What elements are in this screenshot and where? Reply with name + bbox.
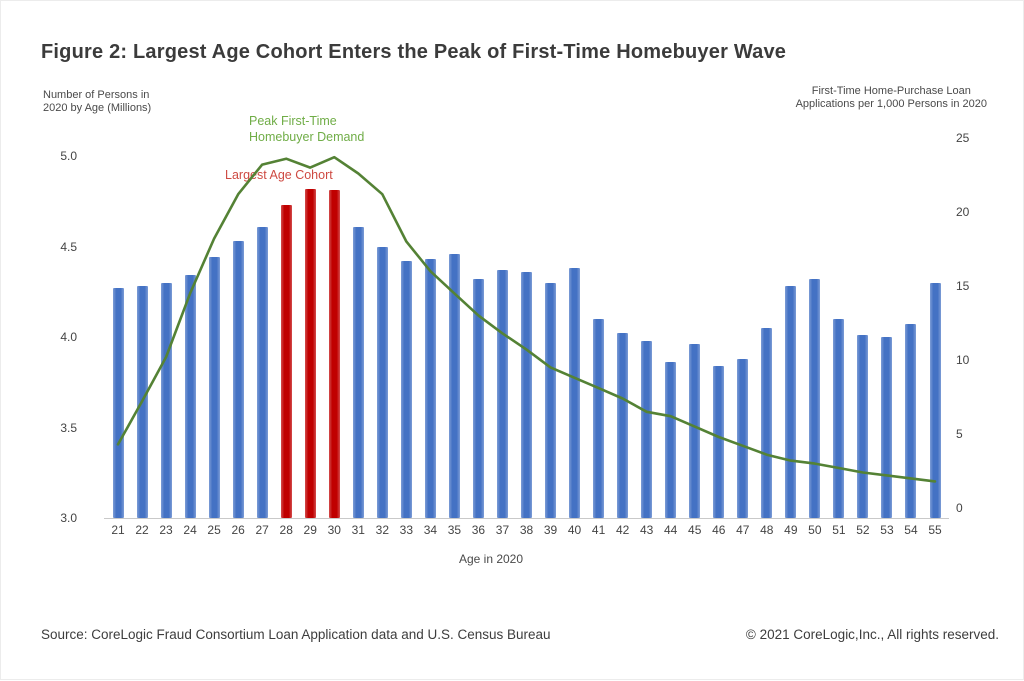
- x-axis-title: Age in 2020: [458, 552, 524, 566]
- bar-age-50: [809, 279, 821, 518]
- bar-age-54: [905, 324, 917, 518]
- bar-age-52: [857, 335, 869, 518]
- bar-age-32: [376, 246, 388, 518]
- bar-age-33: [400, 260, 412, 518]
- bar-age-30: [328, 190, 340, 518]
- x-tick-24: 24: [183, 523, 197, 537]
- x-tick-48: 48: [760, 523, 774, 537]
- bar-age-27: [256, 226, 268, 518]
- x-tick-27: 27: [255, 523, 269, 537]
- bar-age-37: [496, 270, 508, 518]
- bar-age-48: [761, 327, 773, 518]
- bar-age-22: [136, 286, 148, 518]
- x-tick-49: 49: [784, 523, 798, 537]
- x-tick-28: 28: [279, 523, 293, 537]
- left-tick-4.0: 4.0: [60, 330, 77, 344]
- x-tick-31: 31: [351, 523, 365, 537]
- x-tick-40: 40: [567, 523, 582, 537]
- x-tick-34: 34: [423, 523, 438, 537]
- x-tick-22: 22: [135, 523, 149, 537]
- x-tick-33: 33: [399, 523, 414, 537]
- left-tick-3.5: 3.5: [60, 420, 77, 435]
- bar-age-29: [304, 188, 316, 518]
- bar-age-35: [448, 253, 460, 518]
- bar-age-31: [352, 226, 364, 518]
- x-tick-45: 45: [688, 523, 702, 537]
- bar-age-55: [929, 282, 941, 518]
- right-tick-15: 15: [956, 279, 970, 293]
- x-tick-38: 38: [519, 523, 534, 537]
- bar-age-39: [545, 282, 557, 518]
- x-tick-46: 46: [712, 523, 726, 537]
- bar-age-23: [160, 282, 172, 518]
- bar-age-42: [617, 333, 629, 518]
- bar-age-43: [641, 340, 653, 518]
- x-tick-30: 30: [327, 523, 341, 537]
- bar-age-21: [112, 288, 124, 518]
- bar-age-47: [737, 358, 749, 518]
- bar-age-51: [833, 318, 845, 518]
- bar-age-36: [472, 279, 484, 518]
- left-tick-4.5: 4.5: [60, 239, 77, 254]
- x-tick-32: 32: [375, 523, 390, 537]
- bar-age-26: [232, 241, 244, 518]
- bar-age-28: [280, 204, 292, 518]
- bar-age-49: [785, 286, 797, 518]
- x-axis-baseline: [104, 518, 949, 519]
- figure-title: Figure 2: Largest Age Cohort Enters the …: [41, 41, 787, 63]
- x-tick-29: 29: [303, 523, 317, 537]
- x-tick-53: 53: [880, 523, 894, 537]
- x-tick-21: 21: [111, 523, 125, 537]
- right-tick-20: 20: [956, 205, 970, 219]
- x-tick-42: 42: [615, 523, 630, 537]
- bar-age-34: [424, 259, 436, 518]
- x-tick-55: 55: [928, 523, 942, 537]
- x-tick-25: 25: [207, 523, 221, 537]
- x-tick-43: 43: [639, 523, 654, 537]
- left-axis-title: Number of Persons in 2020 by Age (Millio…: [43, 89, 152, 114]
- x-tick-37: 37: [495, 523, 510, 537]
- bar-age-38: [521, 271, 532, 518]
- x-tick-39: 39: [543, 523, 558, 537]
- x-tick-51: 51: [832, 523, 846, 537]
- x-tick-36: 36: [471, 523, 486, 537]
- x-tick-52: 52: [856, 523, 870, 537]
- x-tick-23: 23: [159, 523, 173, 537]
- annotation-peak-demand: Peak First-Time Homebuyer Demand: [249, 114, 365, 144]
- bar-age-25: [208, 257, 220, 518]
- bar-age-45: [689, 344, 701, 518]
- right-tick-0: 0: [956, 501, 963, 515]
- x-tick-35: 35: [447, 523, 462, 537]
- right-tick-5: 5: [956, 427, 963, 441]
- bar-age-41: [593, 318, 605, 518]
- left-tick-3.0: 3.0: [60, 511, 77, 525]
- x-tick-47: 47: [736, 523, 750, 537]
- x-tick-44: 44: [664, 523, 678, 537]
- right-tick-10: 10: [956, 353, 970, 367]
- left-tick-5.0: 5.0: [60, 149, 77, 163]
- right-tick-25: 25: [956, 131, 970, 145]
- bar-age-44: [665, 362, 677, 518]
- x-tick-26: 26: [231, 523, 245, 537]
- bar-age-46: [713, 365, 725, 518]
- x-tick-54: 54: [904, 523, 918, 537]
- x-tick-41: 41: [591, 523, 606, 537]
- footer-copyright: © 2021 CoreLogic,Inc., All rights reserv…: [745, 627, 999, 642]
- bar-age-40: [569, 268, 581, 518]
- right-axis-title: First-Time Home-Purchase Loan Applicatio…: [795, 85, 987, 110]
- bar-age-24: [184, 275, 196, 518]
- annotation-largest-cohort: Largest Age Cohort: [225, 168, 333, 182]
- footer-source: Source: CoreLogic Fraud Consortium Loan …: [41, 627, 551, 642]
- x-tick-50: 50: [808, 523, 822, 537]
- bar-age-53: [881, 337, 893, 518]
